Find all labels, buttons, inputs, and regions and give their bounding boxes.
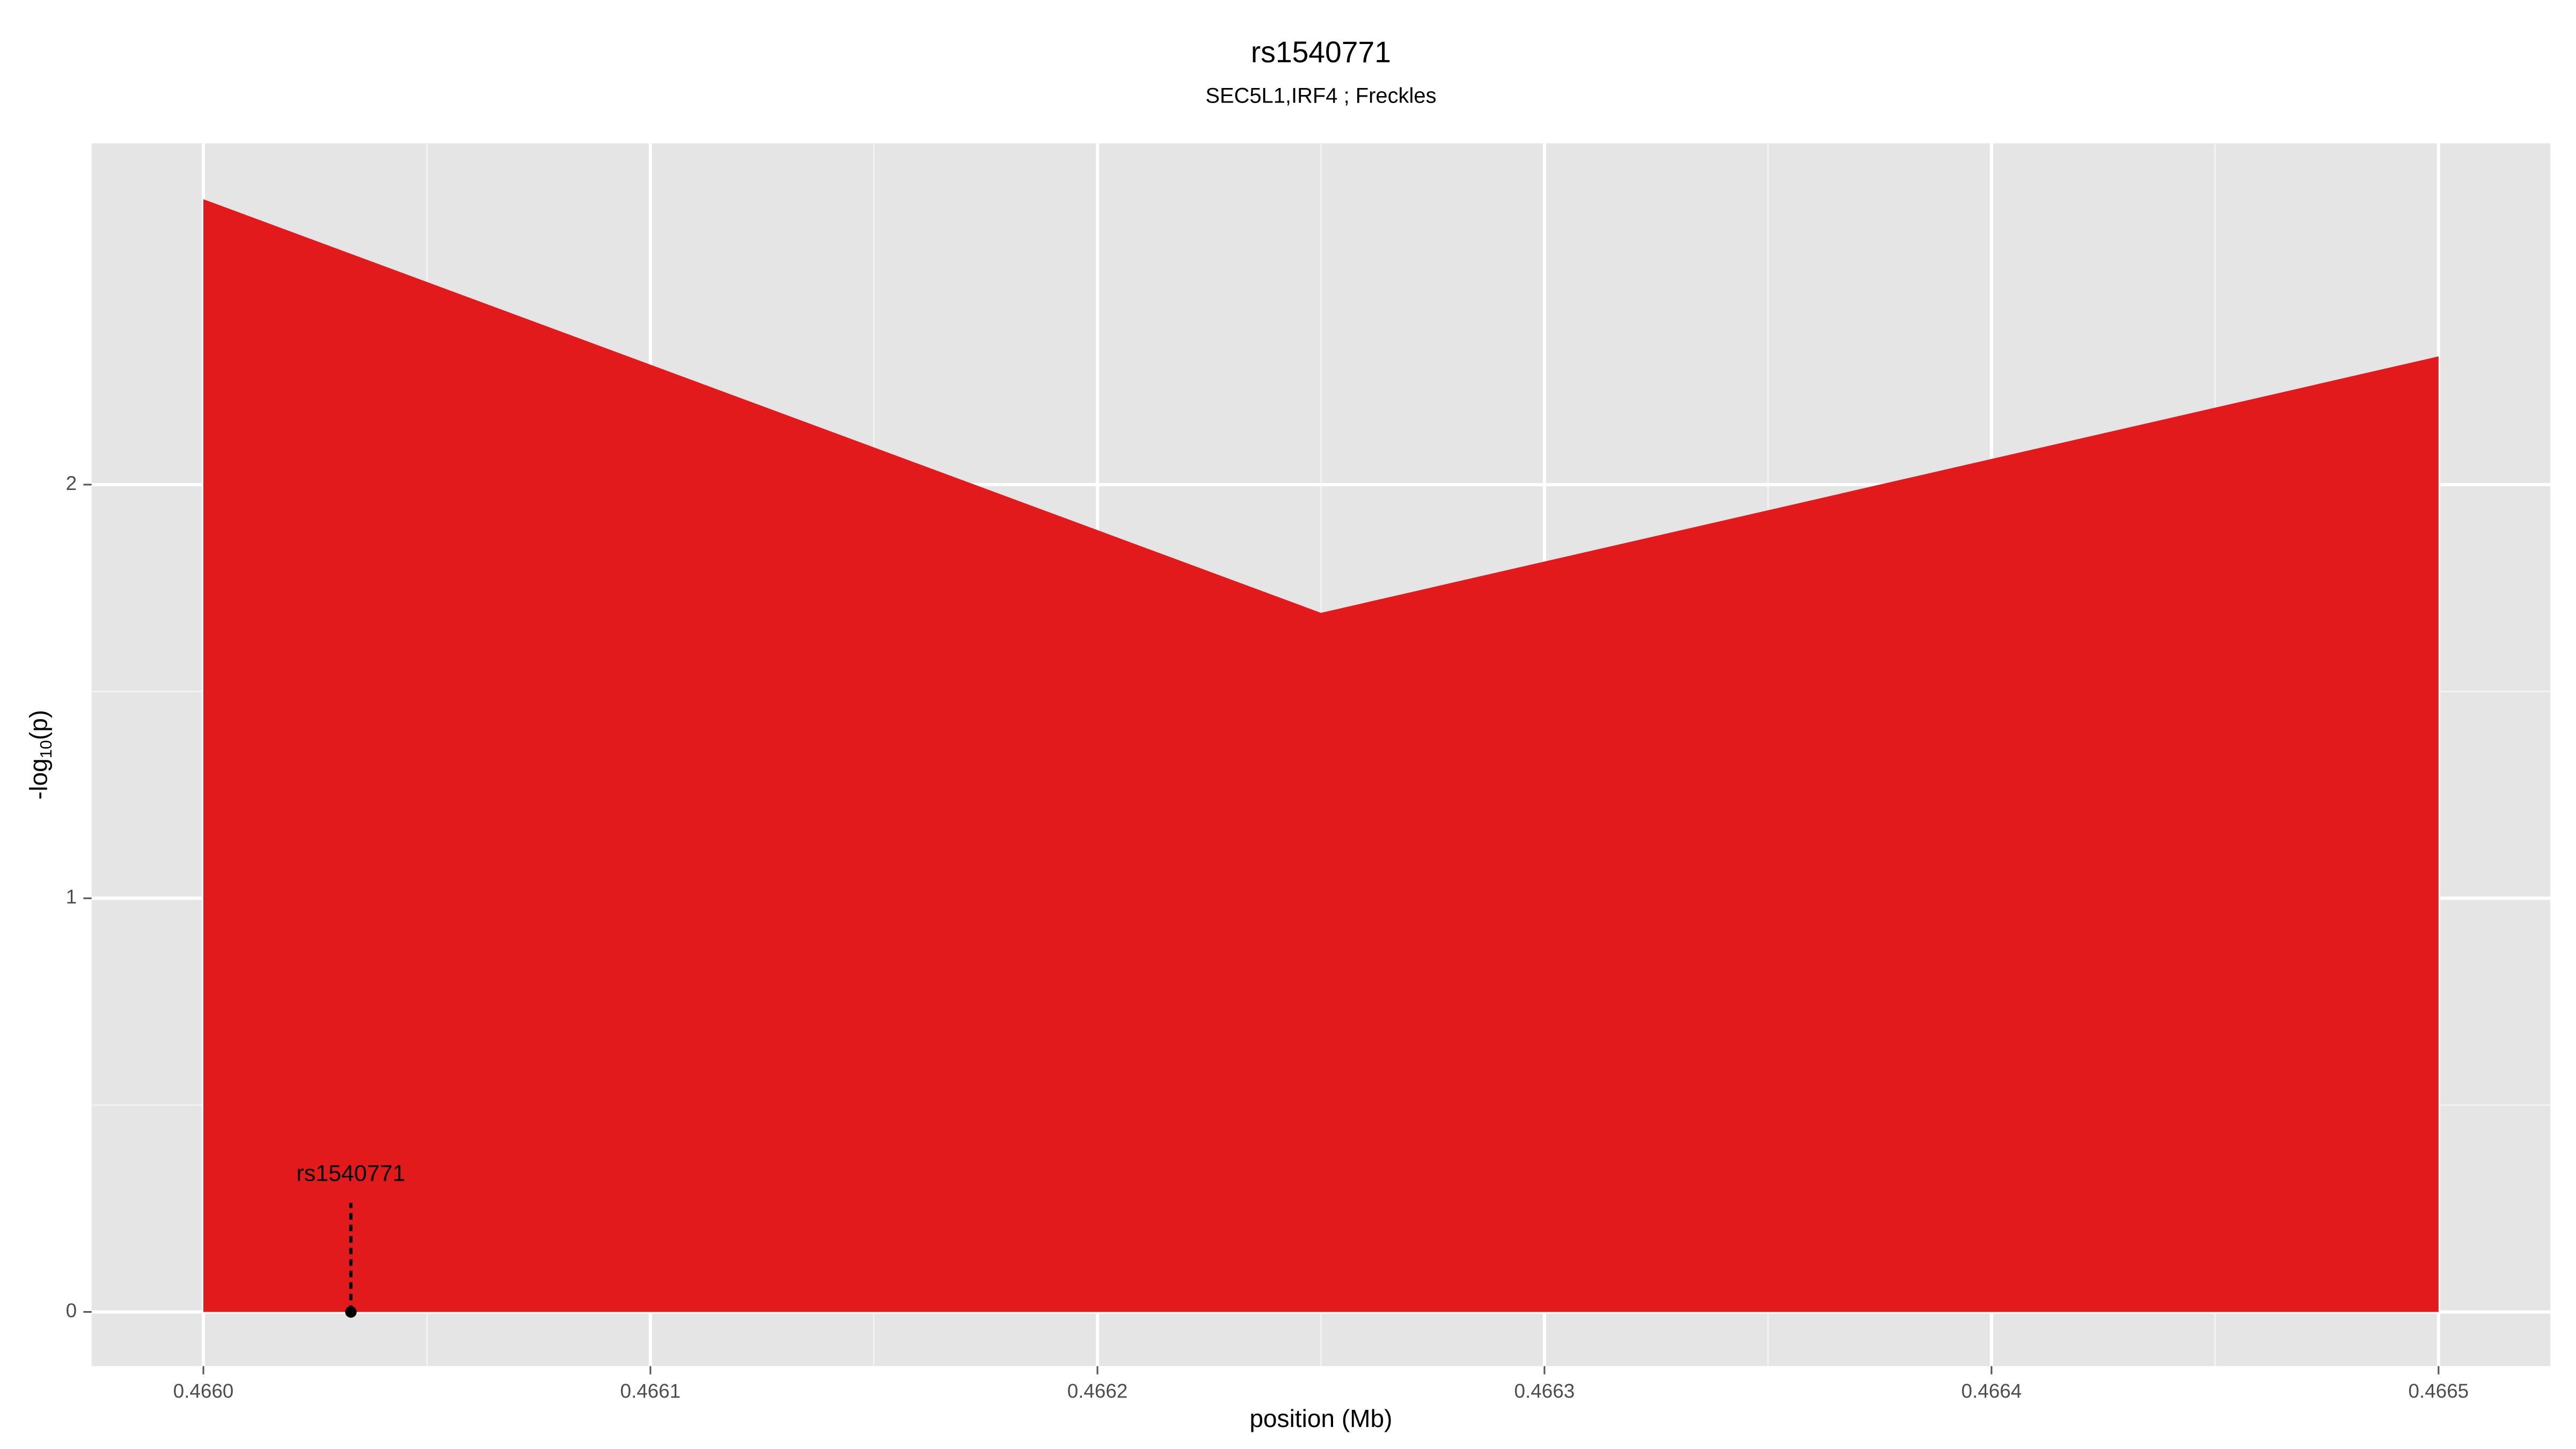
chart-subtitle: SEC5L1,IRF4 ; Freckles [1205,84,1436,108]
y-tick-label: 0 [66,1299,77,1321]
x-tick-label: 0.4661 [620,1380,681,1402]
y-label-part: -log [25,758,53,800]
annotation-label: rs1540771 [296,1161,405,1187]
x-tick-label: 0.4664 [1962,1380,2022,1402]
x-tick-label: 0.4662 [1067,1380,1128,1402]
x-tick-label: 0.4663 [1514,1380,1575,1402]
annotation-point [345,1306,357,1318]
y-axis-label: -log10(p) [25,710,55,800]
chart-title: rs1540771 [1251,35,1391,69]
x-tick-label: 0.4665 [2409,1380,2469,1402]
area [203,199,2439,1312]
y-tick-label: 1 [66,886,77,908]
x-axis-label: position (Mb) [1249,1404,1392,1432]
y-tick-label: 2 [66,472,77,494]
y-label-sub: 10 [36,740,55,758]
x-tick-label: 0.4660 [173,1380,234,1402]
y-label-part: (p) [25,710,53,740]
